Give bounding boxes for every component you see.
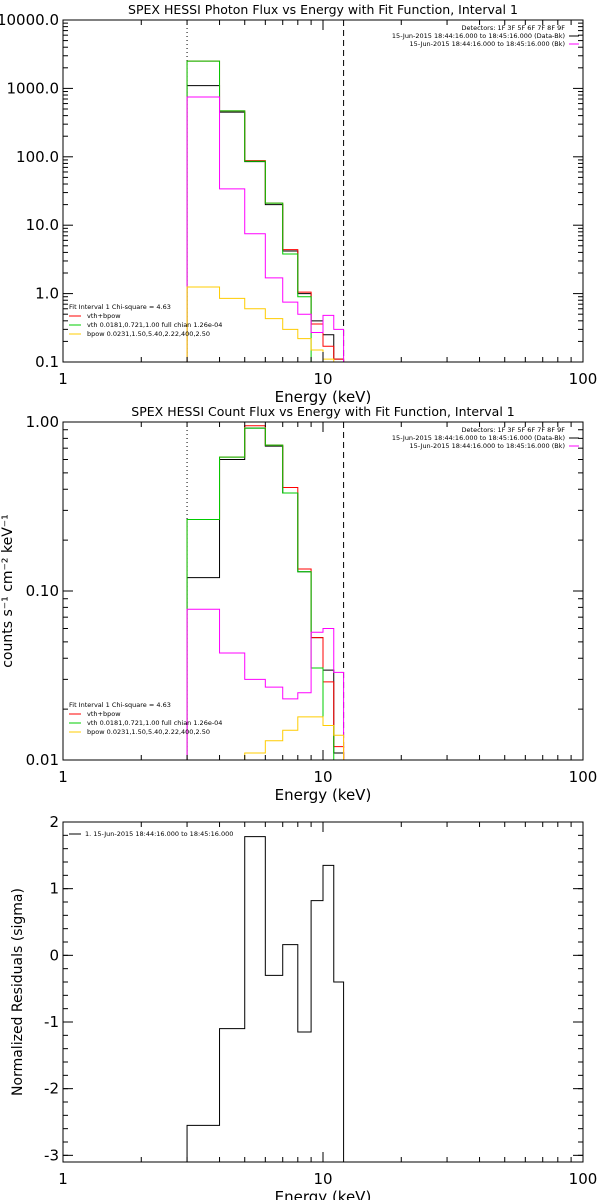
x-axis-label: Energy (keV)	[275, 388, 372, 406]
info-line: Detectors: 1F 3F 5F 6F 7F 8F 9F	[462, 24, 566, 32]
series-line-4	[186, 608, 345, 760]
x-tick-label: 10	[313, 1170, 332, 1188]
y-tick-label: 100.0	[16, 148, 59, 166]
series-line-1	[186, 85, 345, 362]
y-tick-label: -3	[44, 1146, 59, 1164]
y-tick-label: 1000.0	[7, 79, 60, 97]
x-tick-label: 100	[569, 1170, 598, 1188]
y-tick-label: 10000.0	[0, 11, 59, 29]
y-tick-label: -2	[44, 1080, 59, 1098]
y-tick-label: 1.0	[35, 285, 59, 303]
legend-label: vth 0.0181,0.721,1.00 full chian 1.26e-0…	[87, 321, 222, 329]
y-tick-label: 1.00	[26, 413, 59, 431]
x-tick-label: 1	[58, 1170, 68, 1188]
chart-title: SPEX HESSI Photon Flux vs Energy with Fi…	[128, 2, 518, 17]
legend-label: bpow 0.0231,1.50,5.40,2.22,400,2.50	[87, 330, 210, 338]
series-line-3	[186, 427, 344, 761]
chart-panel-2: 1 10 100 0.01 0.10 1.00 SPEX HESSI Count Flux …	[0, 404, 597, 804]
y-tick-label: 0.1	[35, 353, 59, 371]
legend-title: Fit Interval 1 Chi-square = 4.63	[69, 303, 171, 311]
chart-title: SPEX HESSI Count Flux vs Energy with Fit…	[131, 404, 514, 419]
legend-label: 1. 15-Jun-2015 18:44:16.000 to 18:45:16.…	[85, 830, 233, 838]
y-tick-label: 0	[49, 946, 59, 964]
info-line: 15-Jun-2015 18:44:16.000 to 18:45:16.000…	[410, 40, 565, 48]
x-tick-label: 100	[569, 370, 598, 388]
chart-panel-1: 1 10 100 0.1 1.0 10.0 100.0 1000.0 10000.0 SPEX H…	[0, 2, 597, 406]
x-tick-label: 1	[58, 370, 68, 388]
y-axis-label: counts s⁻¹ cm⁻² keV⁻¹	[0, 514, 16, 668]
legend-label: vth+bpow	[87, 710, 121, 718]
y-tick-label: 2	[49, 813, 59, 831]
y-tick-label: -1	[44, 1013, 59, 1031]
info-line: 15-Jun-2015 18:44:16.000 to 18:45:16.000…	[392, 434, 565, 442]
x-tick-label: 10	[313, 768, 332, 786]
x-axis-label: Energy (keV)	[275, 786, 372, 804]
series-line-1	[186, 836, 345, 1162]
y-tick-label: 0.01	[26, 751, 59, 769]
series-line-2	[186, 425, 345, 760]
legend-label: vth 0.0181,0.721,1.00 full chian 1.26e-0…	[87, 719, 222, 727]
legend-title: Fit Interval 1 Chi-square = 4.63	[69, 701, 171, 709]
y-tick-label: 0.10	[26, 582, 59, 600]
info-line: 15-Jun-2015 18:44:16.000 to 18:45:16.000…	[392, 32, 565, 40]
x-tick-label: 1	[58, 768, 68, 786]
y-tick-label: 10.0	[26, 216, 59, 234]
info-line: Detectors: 1F 3F 5F 6F 7F 8F 9F	[462, 426, 566, 434]
y-tick-label: 1	[49, 880, 59, 898]
legend-label: vth+bpow	[87, 312, 121, 320]
x-tick-label: 10	[313, 370, 332, 388]
y-axis-label: Normalized Residuals (sigma)	[10, 888, 26, 1096]
x-axis-label: Energy (keV)	[275, 1188, 372, 1200]
x-tick-label: 100	[569, 768, 598, 786]
series-line-1	[186, 427, 345, 760]
series-line-4	[186, 96, 345, 362]
info-line: 15-Jun-2015 18:44:16.000 to 18:45:16.000…	[410, 442, 565, 450]
legend-label: bpow 0.0231,1.50,5.40,2.22,400,2.50	[87, 728, 210, 736]
